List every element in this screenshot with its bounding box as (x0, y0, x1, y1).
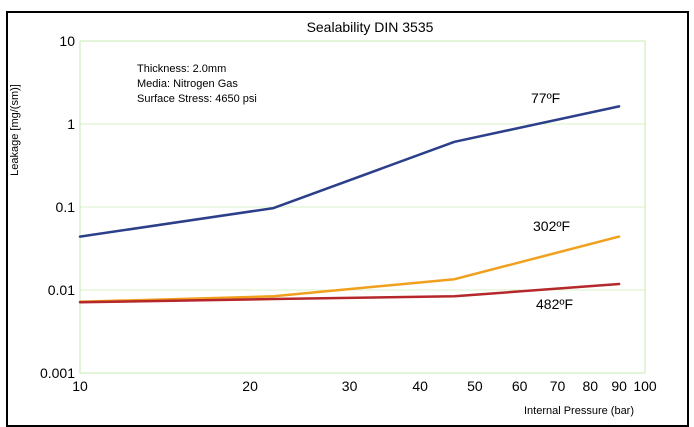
series-layer (78, 105, 621, 304)
x-tick-label: 90 (611, 378, 627, 394)
x-tick-label: 10 (72, 378, 88, 394)
x-tick-label: 50 (467, 378, 483, 394)
x-tick-labels: 10 20 30 40 50 60 70 80 90 100 (72, 378, 657, 394)
y-tick-label: 10 (59, 33, 75, 49)
x-tick-label: 70 (550, 378, 566, 394)
x-tick-label: 60 (512, 378, 528, 394)
series-line (78, 105, 621, 238)
x-tick-label: 80 (582, 378, 598, 394)
series-label-482f: 482ºF (536, 296, 573, 312)
x-tick-label: 20 (242, 378, 258, 394)
series-label-77f: 77ºF (531, 90, 560, 106)
y-tick-label: 0.001 (40, 365, 75, 381)
test-conditions-note: Thickness: 2.0mm Media: Nitrogen Gas Sur… (137, 63, 257, 105)
x-tick-label: 30 (342, 378, 358, 394)
plot-area-border (79, 40, 646, 374)
x-axis-label: Internal Pressure (bar) (524, 405, 634, 417)
annotation-surface-stress: Surface Stress: 4650 psi (137, 93, 257, 105)
series-line (78, 282, 621, 304)
y-tick-label: 0.01 (48, 282, 75, 298)
x-tick-label: 40 (412, 378, 428, 394)
series-line (78, 235, 621, 304)
y-axis-label: Leakage [mg/(sm)] (9, 84, 21, 176)
chart-title: Sealability DIN 3535 (307, 19, 434, 35)
annotation-thickness: Thickness: 2.0mm (137, 63, 226, 75)
x-tick-label: 100 (633, 378, 657, 394)
y-tick-label: 0.1 (56, 199, 76, 215)
chart-frame (6, 11, 689, 427)
annotation-media: Media: Nitrogen Gas (137, 78, 238, 90)
y-tick-labels: 0.001 0.01 0.1 1 10 (40, 33, 75, 381)
series-label-302f: 302ºF (533, 218, 570, 234)
y-tick-label: 1 (67, 116, 75, 132)
